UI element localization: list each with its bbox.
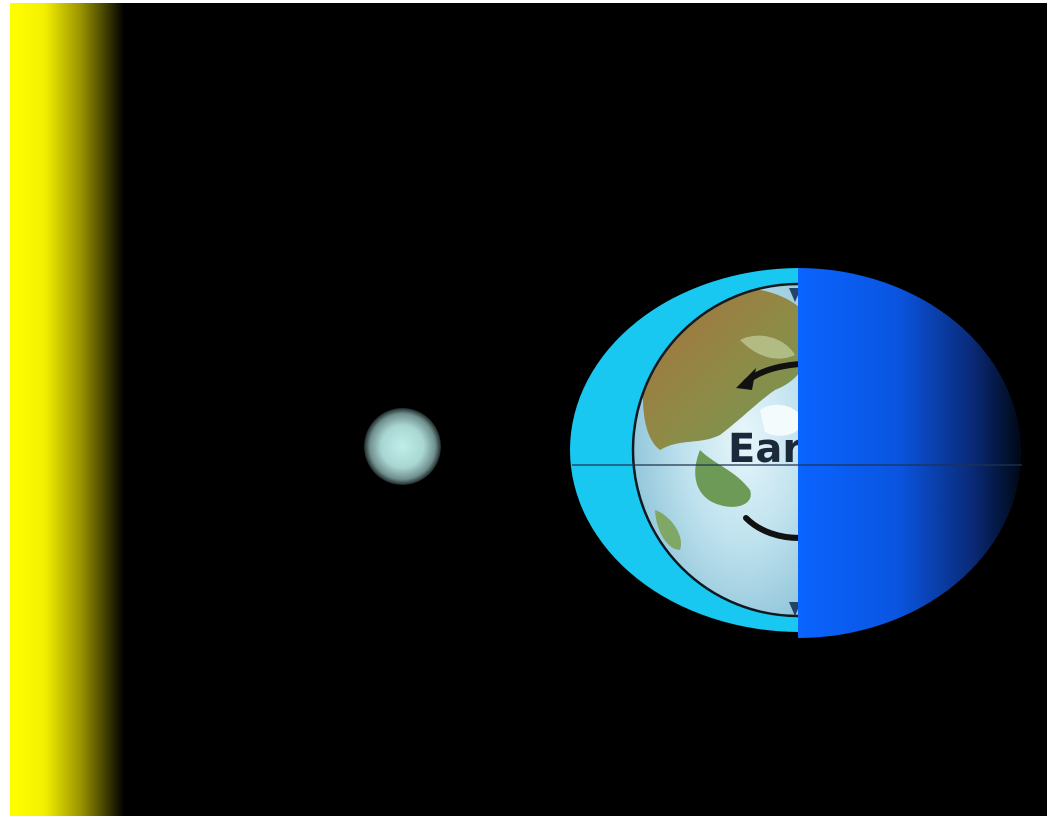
- continent-shape: [695, 450, 751, 507]
- night-side: [798, 268, 1022, 638]
- moon-icon: [364, 408, 441, 485]
- frame-border-top: [0, 0, 1047, 3]
- continent-shape: [655, 510, 681, 550]
- earth-icon: Ear: [570, 268, 1022, 638]
- sun-icon: [10, 3, 124, 816]
- earth-label: Ear: [728, 426, 802, 472]
- frame-border-left: [0, 0, 10, 816]
